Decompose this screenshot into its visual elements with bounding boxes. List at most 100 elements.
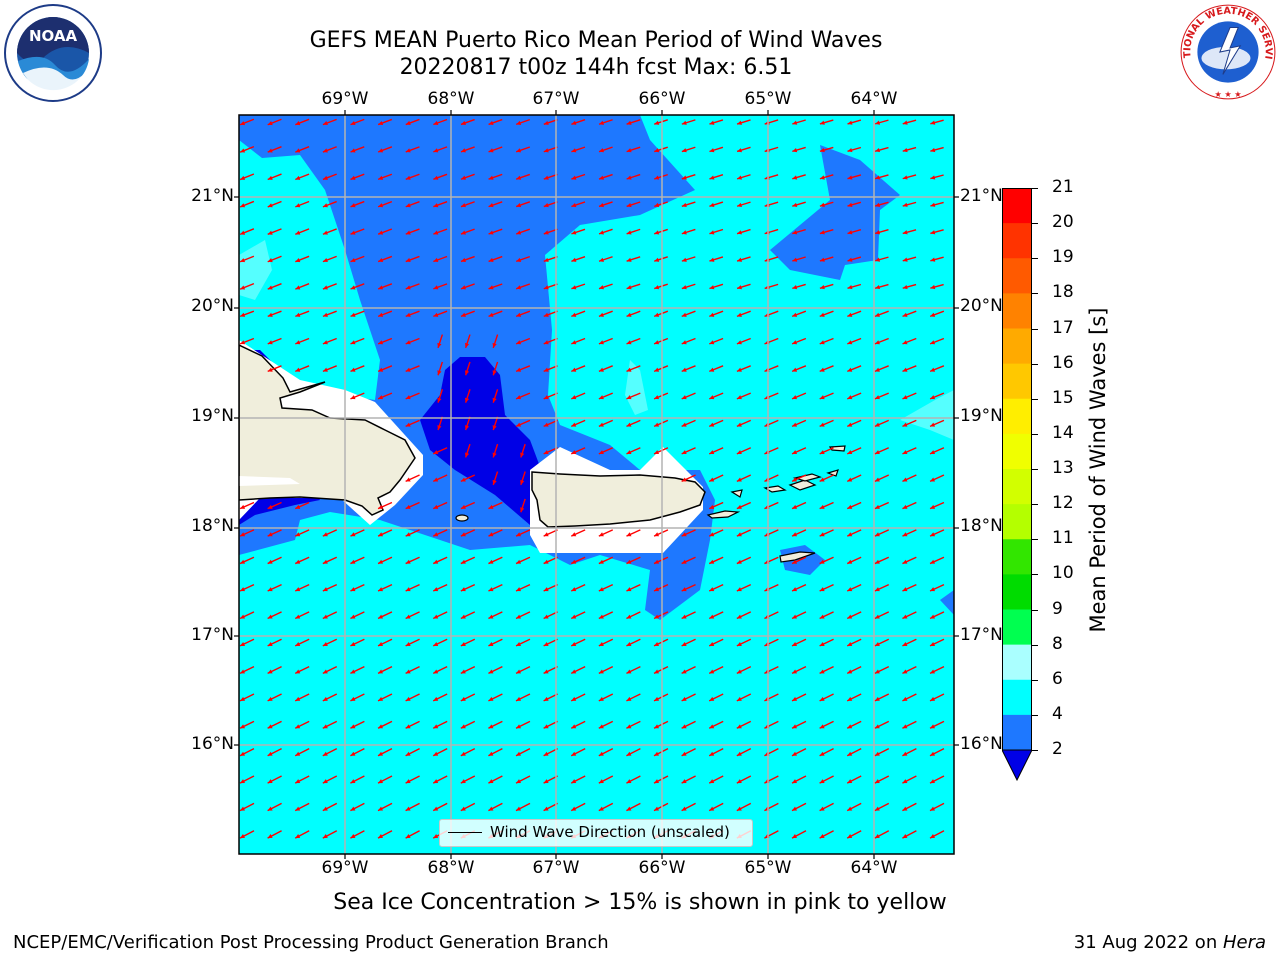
wind-arrow	[847, 201, 862, 207]
wind-arrow	[874, 337, 889, 345]
island-tortola	[792, 473, 822, 482]
wind-arrow	[515, 392, 531, 400]
wind-arrow	[819, 830, 834, 839]
wind-arrow	[929, 775, 945, 784]
wind-arrow	[543, 256, 558, 262]
wind-arrow	[902, 419, 917, 428]
wind-arrow	[239, 720, 255, 729]
wind-arrow	[626, 775, 641, 784]
wind-arrow	[350, 310, 365, 318]
wind-arrow	[488, 146, 503, 153]
wind-arrow	[515, 665, 531, 675]
wind-arrow	[267, 583, 282, 592]
lat-label-right: 19°N	[960, 406, 1003, 426]
wind-arrow	[874, 146, 889, 153]
wind-arrow	[350, 583, 365, 592]
wind-arrow	[653, 638, 669, 647]
svg-text:★ ★ ★: ★ ★ ★	[1214, 89, 1241, 99]
wind-arrow	[874, 119, 889, 125]
wind-arrow	[736, 802, 752, 812]
wind-arrow	[267, 611, 282, 620]
band-6-8-east	[900, 390, 954, 440]
wind-arrow	[791, 447, 807, 455]
wind-arrow	[930, 229, 944, 235]
wind-arrow	[350, 146, 365, 153]
colorbar-tick-label: 8	[1052, 633, 1063, 654]
wind-arrow	[464, 389, 471, 403]
island-st-john	[788, 479, 817, 491]
wind-arrow	[847, 283, 862, 290]
wind-arrow	[929, 474, 945, 483]
wind-arrow	[736, 119, 751, 125]
wind-arrow	[322, 200, 337, 208]
wind-arrow	[819, 119, 834, 125]
wind-arrow	[598, 256, 613, 262]
wind-arrow	[377, 638, 393, 647]
wind-arrow	[819, 283, 834, 290]
wind-arrow	[681, 447, 696, 455]
wind-arrow	[874, 201, 889, 207]
wind-arrow	[515, 228, 531, 235]
wind-arrow	[377, 583, 393, 592]
wind-arrow	[791, 638, 807, 647]
wind-arrow	[295, 200, 310, 208]
lat-label-right: 21°N	[960, 186, 1003, 206]
wind-arrow	[681, 474, 696, 483]
colorbar-tick	[1032, 188, 1038, 189]
wind-arrow	[626, 283, 641, 290]
lon-label-top: 68°W	[427, 89, 475, 109]
wind-arrow	[267, 720, 282, 729]
wind-arrow	[322, 255, 337, 263]
wind-arrow	[626, 119, 641, 125]
wind-arrow	[819, 529, 834, 537]
wind-arrow	[902, 365, 917, 373]
wind-arrow	[681, 720, 696, 729]
wind-arrow	[377, 830, 393, 839]
colorbar-tick-label: 15	[1052, 387, 1074, 408]
wind-arrow	[571, 283, 586, 290]
wind-arrow	[708, 665, 724, 675]
wind-arrow	[736, 201, 751, 208]
wind-arrow	[681, 119, 696, 125]
wind-arrow	[929, 720, 945, 729]
wind-arrow	[902, 201, 917, 207]
wind-arrow	[819, 201, 834, 207]
lat-label-right: 16°N	[960, 734, 1003, 754]
wind-arrow	[294, 529, 310, 537]
wind-arrow	[902, 693, 917, 702]
colorbar-segment	[1002, 363, 1032, 400]
colorbar-tick	[1032, 574, 1038, 576]
wind-arrow	[653, 665, 669, 675]
colorbar-tick-label: 18	[1052, 282, 1074, 303]
wind-arrow	[874, 638, 890, 647]
wind-arrow	[902, 529, 917, 537]
wind-arrow	[294, 748, 310, 757]
wind-arrow	[792, 228, 806, 235]
wind-arrow	[322, 146, 337, 153]
wind-arrow	[598, 583, 614, 592]
wind-arrow	[267, 365, 282, 373]
wind-arrow	[460, 693, 476, 702]
wind-arrow	[653, 748, 669, 757]
wind-arrow	[571, 337, 586, 345]
wind-arrow	[239, 529, 255, 537]
wind-arrow	[377, 365, 393, 373]
wind-arrow	[791, 310, 807, 318]
wind-arrow	[432, 775, 448, 784]
wind-arrow	[736, 365, 751, 373]
wind-arrow	[819, 720, 834, 729]
wind-arrow	[791, 775, 807, 784]
wind-arrow	[377, 173, 393, 181]
wind-arrow	[681, 556, 696, 565]
wind-arrow	[708, 447, 724, 455]
wind-arrow	[819, 802, 834, 812]
wind-arrow	[791, 693, 807, 702]
wind-arrow	[708, 638, 724, 647]
wind-arrow	[874, 556, 890, 565]
wind-arrow	[350, 173, 365, 181]
wind-arrow	[239, 665, 255, 675]
wind-arrow	[267, 501, 282, 510]
wind-arrow	[598, 365, 613, 373]
wind-arrow	[819, 256, 834, 262]
lat-label-left: 16°N	[191, 734, 234, 754]
